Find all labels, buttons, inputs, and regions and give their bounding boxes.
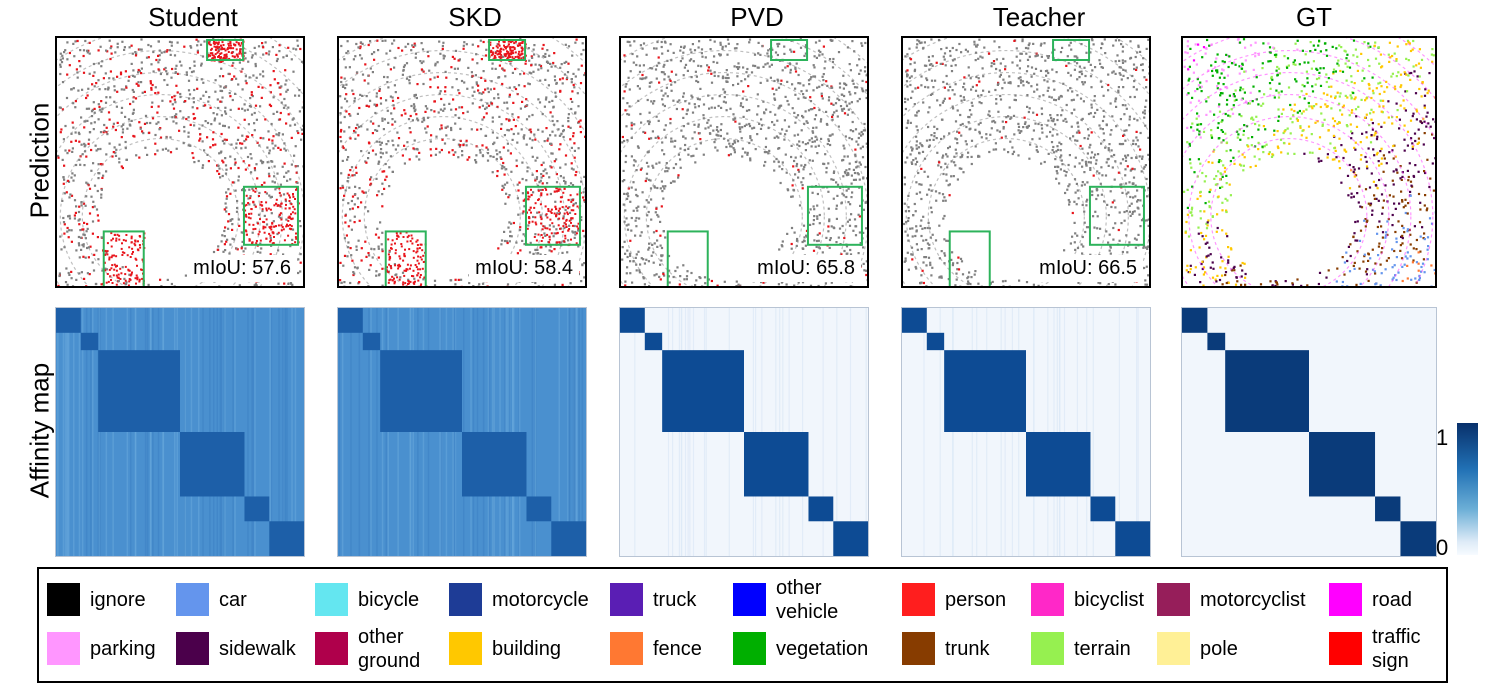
legend-label-motorcycle: motorcycle [492,589,589,611]
legend-label-bicyclist: bicyclist [1074,589,1145,611]
miou-label-pvd: mIoU: 65.8 [751,255,861,282]
legend-swatch-ignore [47,583,80,616]
legend-swatch-person [902,583,935,616]
affinity-map-pvd [619,307,869,557]
column-title-skd: SKD [448,2,502,32]
legend-label-vegetation: vegetation [776,638,869,660]
affinity-map-gt [1181,307,1437,557]
legend-label-person: person [945,589,1007,611]
legend-swatch-motorcyclist [1157,583,1190,616]
affinity-matrix-teacher [902,308,1150,556]
legend-swatch-car [176,583,209,616]
legend-swatch-sidewalk [176,632,209,665]
legend-label-bicycle: bicycle [358,589,420,611]
row-label-affinity: Affinity map [24,362,55,499]
legend-label-pole: pole [1200,638,1238,660]
legend-label-road: road [1372,589,1413,611]
affinity-map-student [55,307,305,557]
affinity-map-teacher [901,307,1151,557]
legend-swatch-building [449,632,482,665]
prediction-panel-skd: mIoU: 58.4 [337,36,587,288]
prediction-scan-skd [339,38,585,286]
column-title-student: Student [148,2,238,32]
prediction-panel-pvd: mIoU: 65.8 [619,36,869,288]
legend-swatch-truck [610,583,643,616]
row-label-prediction: Prediction [24,102,55,219]
legend-swatch-fence [610,632,643,665]
legend-label-truck: truck [653,589,697,611]
legend-label-motorcyclist: motorcyclist [1200,589,1306,611]
prediction-scan-gt [1183,38,1435,286]
affinity-matrix-pvd [620,308,868,556]
legend-swatch-terrain [1031,632,1064,665]
legend-label-building: building [492,638,561,660]
column-title-teacher: Teacher [992,2,1086,32]
colorbar-max-label: 1 [1436,425,1449,450]
legend-swatch-trunk [902,632,935,665]
miou-label-skd: mIoU: 58.4 [469,255,579,282]
legend-label-sidewalk: sidewalk [219,638,296,660]
miou-label-student: mIoU: 57.6 [187,255,297,282]
legend-swatch-vegetation [733,632,766,665]
column-title-pvd: PVD [730,2,784,32]
prediction-scan-pvd [621,38,867,286]
legend-swatch-other-vehicle [733,583,766,616]
legend-label-car: car [219,589,247,611]
affinity-matrix-skd [338,308,586,556]
column-title-gt: GT [1295,2,1333,32]
prediction-panel-teacher: mIoU: 66.5 [901,36,1151,288]
prediction-scan-student [57,38,303,286]
legend-label-terrain: terrain [1074,638,1131,660]
legend-label-other-ground: other ground [358,626,421,672]
legend-swatch-parking [47,632,80,665]
legend-swatch-motorcycle [449,583,482,616]
legend-swatch-bicycle [315,583,348,616]
legend-swatch-road [1329,583,1362,616]
legend-swatch-other-ground [315,632,348,665]
miou-label-teacher: mIoU: 66.5 [1033,255,1143,282]
affinity-matrix-gt [1182,308,1436,556]
legend-label-fence: fence [653,638,702,660]
prediction-panel-student: mIoU: 57.6 [55,36,305,288]
legend-swatch-pole [1157,632,1190,665]
legend-label-traffic-sign: traffic sign [1372,626,1421,672]
legend-label-other-vehicle: other vehicle [776,577,839,623]
legend-swatch-bicyclist [1031,583,1064,616]
prediction-panel-gt [1181,36,1437,288]
colorbar [1457,423,1478,555]
legend-label-trunk: trunk [945,638,990,660]
colorbar-min-label: 0 [1436,535,1449,560]
affinity-matrix-student [56,308,304,556]
legend-label-ignore: ignore [90,589,146,611]
legend-label-parking: parking [90,638,156,660]
legend-swatch-traffic-sign [1329,632,1362,665]
affinity-map-skd [337,307,587,557]
prediction-scan-teacher [903,38,1149,286]
class-legend: ignore car bicycle motorcycle truck other veh… [37,567,1448,683]
